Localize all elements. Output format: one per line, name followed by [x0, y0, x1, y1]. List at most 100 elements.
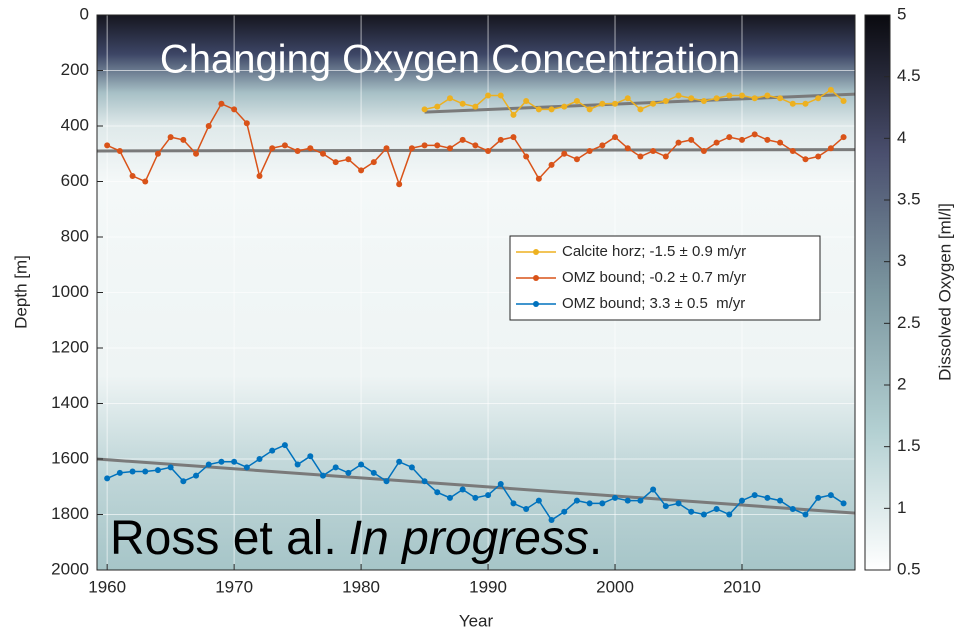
colorbar-label: Dissolved Oxygen [ml/l] [935, 203, 954, 381]
data-point [154, 467, 161, 474]
data-point [408, 145, 415, 152]
data-point [218, 100, 225, 107]
colorbar-tick-label: 4 [897, 128, 906, 147]
data-point [523, 505, 530, 512]
data-point [205, 123, 212, 129]
data-point [167, 464, 174, 471]
data-point [320, 150, 327, 157]
data-point [662, 503, 669, 510]
data-point [193, 150, 200, 157]
data-point [764, 136, 771, 143]
data-point [777, 497, 784, 504]
data-point [726, 92, 733, 99]
legend-label: Calcite horz; -1.5 ± 0.9 m/yr [562, 243, 746, 260]
data-point [180, 478, 187, 485]
data-point [561, 150, 568, 157]
annotation-emphasis: In progress [349, 512, 589, 565]
data-point [434, 103, 441, 110]
annotation-text: . [589, 512, 602, 565]
data-point [586, 147, 593, 154]
data-point [472, 103, 479, 110]
y-tick-label: 2000 [51, 559, 89, 578]
data-point [459, 100, 466, 107]
data-point [599, 142, 606, 149]
data-point [599, 100, 606, 107]
x-tick-label: 1960 [88, 577, 126, 596]
data-point [218, 458, 225, 465]
data-point [777, 139, 784, 146]
data-point [510, 111, 517, 118]
data-point [738, 92, 745, 99]
data-point [789, 147, 796, 154]
data-point [573, 497, 580, 504]
data-point [180, 136, 187, 143]
legend: Calcite horz; -1.5 ± 0.9 m/yr OMZ bound; … [509, 235, 821, 321]
data-point [256, 172, 263, 179]
data-point [548, 106, 555, 113]
colorbar [864, 14, 891, 571]
data-point [459, 136, 466, 143]
data-point [193, 472, 200, 479]
colorbar-tick-label: 5 [897, 4, 906, 23]
data-point [751, 95, 758, 102]
y-tick-label: 1000 [51, 282, 89, 301]
data-point [396, 458, 403, 465]
data-point [561, 508, 568, 515]
data-point [662, 98, 669, 105]
data-point [383, 478, 390, 485]
data-point [548, 161, 555, 168]
y-axis-label: Depth [m] [11, 255, 30, 329]
chart-title: Changing Oxygen Concentration [160, 38, 740, 82]
data-point [751, 492, 758, 499]
data-point [142, 178, 149, 185]
data-point [535, 106, 542, 113]
legend-label: OMZ bound; 3.3 ± 0.5 m/yr [562, 295, 745, 312]
data-point [650, 486, 657, 493]
data-point [332, 159, 339, 166]
data-point [802, 100, 809, 107]
legend-box [509, 235, 821, 321]
x-tick-label: 1980 [342, 577, 380, 596]
data-point [535, 497, 542, 504]
data-point [802, 156, 809, 163]
data-point [700, 511, 707, 518]
y-tick-label: 200 [61, 60, 89, 79]
data-point [243, 464, 250, 471]
data-point [104, 475, 111, 482]
data-point [294, 147, 301, 154]
data-point [624, 497, 631, 504]
colorbar-tick-label: 4.5 [897, 66, 921, 85]
data-point [485, 147, 492, 154]
data-point [726, 134, 733, 141]
data-point [104, 142, 111, 149]
data-point [332, 464, 339, 471]
data-point [485, 492, 492, 499]
data-point [523, 98, 530, 105]
data-point [675, 500, 682, 507]
data-point [802, 511, 809, 518]
data-point [472, 142, 479, 149]
data-point [497, 136, 504, 143]
trend-line [424, 92, 856, 114]
data-point [612, 134, 619, 141]
data-point [396, 181, 403, 188]
data-point [116, 147, 123, 154]
y-tick-label: 1200 [51, 337, 89, 356]
data-point [421, 106, 428, 113]
y-tick-label: 600 [61, 171, 89, 190]
data-point [713, 505, 720, 512]
data-point [700, 147, 707, 154]
data-point [840, 500, 847, 507]
legend-marker [533, 301, 539, 307]
trend-line [96, 457, 856, 515]
data-point [345, 469, 352, 476]
colorbar-tick-label: 0.5 [897, 559, 921, 578]
data-point [840, 134, 847, 141]
data-point [713, 139, 720, 146]
data-point [243, 120, 250, 127]
data-point [485, 92, 492, 99]
data-point [320, 472, 327, 479]
data-point [446, 145, 453, 152]
marks [96, 86, 856, 524]
data-point [307, 453, 314, 460]
